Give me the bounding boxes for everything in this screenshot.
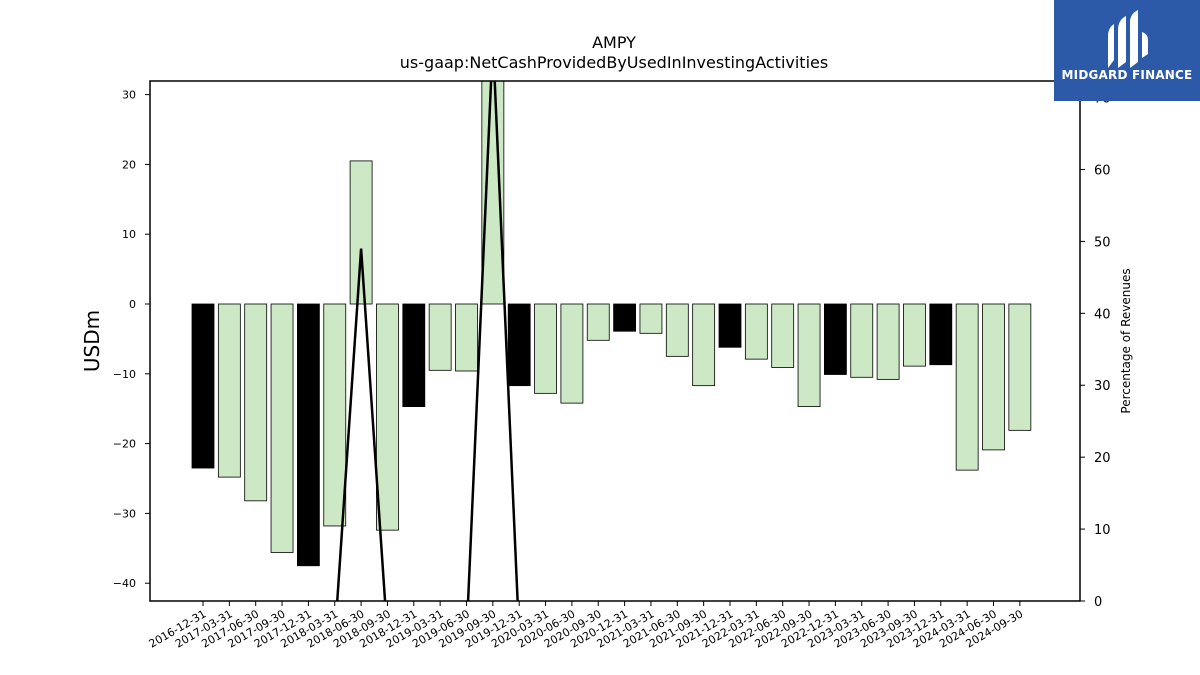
bar <box>270 303 294 553</box>
bar <box>876 303 900 380</box>
x-axis: 2016-12-312017-03-312017-06-302017-09-30… <box>147 601 1025 651</box>
bar <box>929 303 953 366</box>
bar <box>1008 303 1032 431</box>
y-tick-label: 30 <box>122 89 136 102</box>
bar <box>428 303 452 371</box>
y2-tick-label: 10 <box>1094 523 1111 538</box>
y2-axis-label: Percentage of Revenues <box>1119 268 1133 413</box>
bar <box>665 303 689 357</box>
chart-title: AMPY <box>592 33 636 52</box>
y-tick-label: −20 <box>113 438 136 451</box>
y-tick-label: 20 <box>122 158 136 171</box>
bar <box>586 303 610 341</box>
percentage-line <box>335 81 519 601</box>
bars-layer <box>191 81 1032 567</box>
y2-tick-label: 40 <box>1094 307 1111 322</box>
bar <box>455 303 478 372</box>
y2-tick-label: 30 <box>1094 379 1111 394</box>
bar <box>296 303 320 567</box>
y2-tick-label: 60 <box>1094 163 1111 178</box>
y2-tick-label: 0 <box>1094 595 1102 610</box>
bar <box>850 303 874 378</box>
y-tick-label: 0 <box>129 298 136 311</box>
bar <box>507 303 531 387</box>
y-tick-label: −40 <box>113 577 136 590</box>
bar <box>323 303 347 527</box>
bar <box>639 303 663 334</box>
y-tick-label: 10 <box>122 228 136 241</box>
bar <box>613 303 636 332</box>
bar <box>824 303 847 375</box>
y-axis: 30 20 10 0 −10 −20 −30 −40 <box>113 89 150 590</box>
bar <box>903 303 926 367</box>
bar <box>534 303 557 394</box>
bar <box>771 303 795 368</box>
bar <box>349 160 373 305</box>
bar <box>744 303 768 360</box>
y2-tick-label: 20 <box>1094 451 1111 466</box>
midgard-finance-logo: MIDGARD FINANCE <box>1054 0 1200 101</box>
y-axis-label: USDm <box>80 310 104 372</box>
bar <box>560 303 584 404</box>
bar <box>217 303 241 478</box>
chart-subtitle: us-gaap:NetCashProvidedByUsedInInvesting… <box>400 53 828 72</box>
bar <box>718 303 742 348</box>
y2-tick-label: 50 <box>1094 235 1111 250</box>
bar <box>376 303 399 531</box>
bar <box>402 303 426 408</box>
bar <box>191 303 215 469</box>
plot-frame <box>149 80 1081 602</box>
y-tick-label: −10 <box>113 368 136 381</box>
bar <box>692 303 716 387</box>
bar <box>982 303 1005 451</box>
lines-layer <box>335 81 519 601</box>
y-tick-label: −30 <box>113 507 136 520</box>
bar <box>244 303 268 502</box>
y2-axis: 010203040506070 <box>1080 92 1111 610</box>
logo-text: MIDGARD FINANCE <box>1061 68 1193 82</box>
midgard-logo-icon <box>1108 10 1148 68</box>
bar <box>797 303 821 408</box>
bar <box>955 303 979 471</box>
